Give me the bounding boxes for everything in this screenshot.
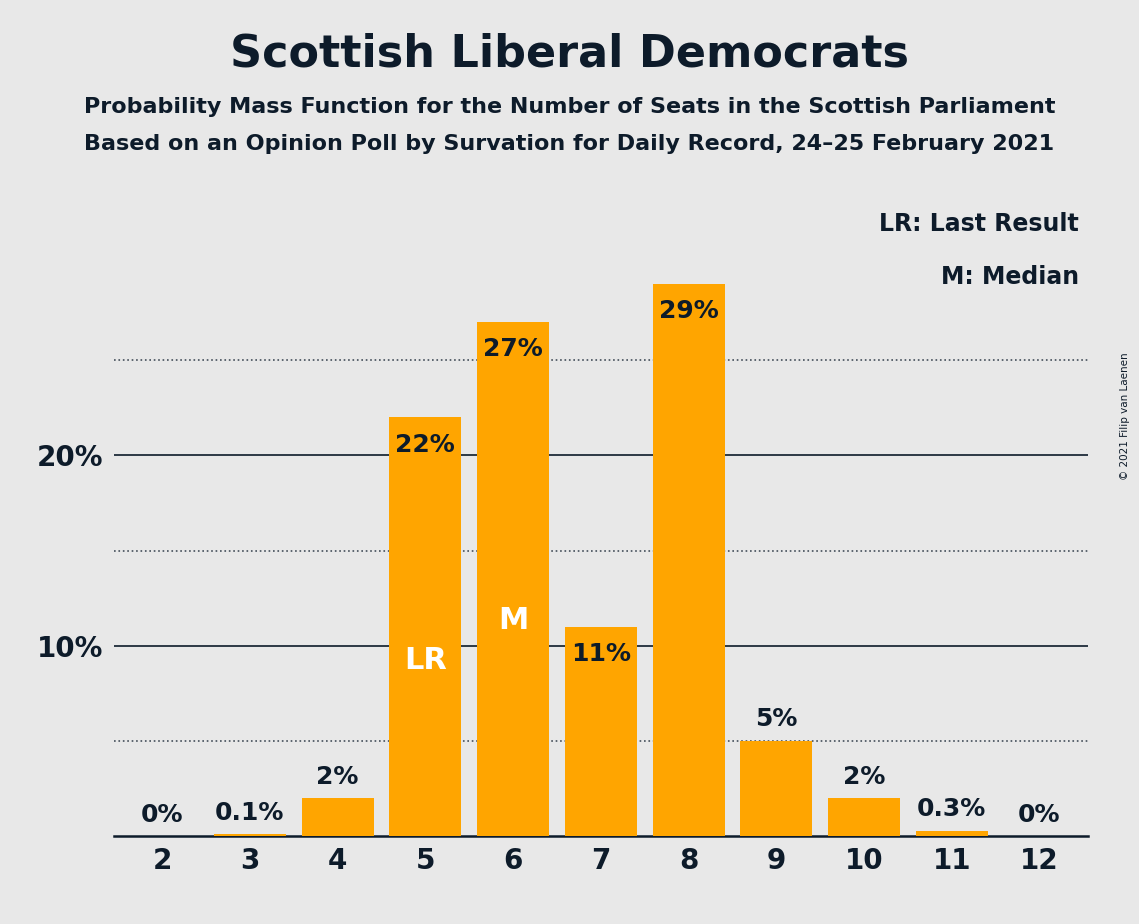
Text: 2%: 2% — [317, 765, 359, 788]
Text: 0%: 0% — [141, 803, 183, 827]
Bar — [302, 798, 374, 836]
Text: 5%: 5% — [755, 708, 797, 732]
Text: © 2021 Filip van Laenen: © 2021 Filip van Laenen — [1120, 352, 1130, 480]
Text: 0.1%: 0.1% — [215, 801, 285, 825]
Text: Scottish Liberal Democrats: Scottish Liberal Democrats — [230, 32, 909, 76]
Text: M: Median: M: Median — [941, 265, 1079, 289]
Bar — [214, 834, 286, 836]
Bar — [390, 418, 461, 836]
Text: 27%: 27% — [483, 337, 543, 361]
Text: LR: LR — [404, 646, 446, 675]
Bar — [740, 741, 812, 836]
Text: 29%: 29% — [658, 299, 719, 323]
Bar — [565, 626, 637, 836]
Text: 0.3%: 0.3% — [917, 797, 986, 821]
Bar — [916, 831, 988, 836]
Bar — [653, 284, 724, 836]
Text: M: M — [498, 606, 528, 635]
Text: Probability Mass Function for the Number of Seats in the Scottish Parliament: Probability Mass Function for the Number… — [84, 97, 1055, 117]
Text: 22%: 22% — [395, 432, 456, 456]
Bar — [828, 798, 900, 836]
Bar — [477, 322, 549, 836]
Text: 2%: 2% — [843, 765, 885, 788]
Text: 11%: 11% — [571, 642, 631, 666]
Text: LR: Last Result: LR: Last Result — [879, 212, 1079, 236]
Text: 0%: 0% — [1018, 803, 1060, 827]
Text: Based on an Opinion Poll by Survation for Daily Record, 24–25 February 2021: Based on an Opinion Poll by Survation fo… — [84, 134, 1055, 154]
